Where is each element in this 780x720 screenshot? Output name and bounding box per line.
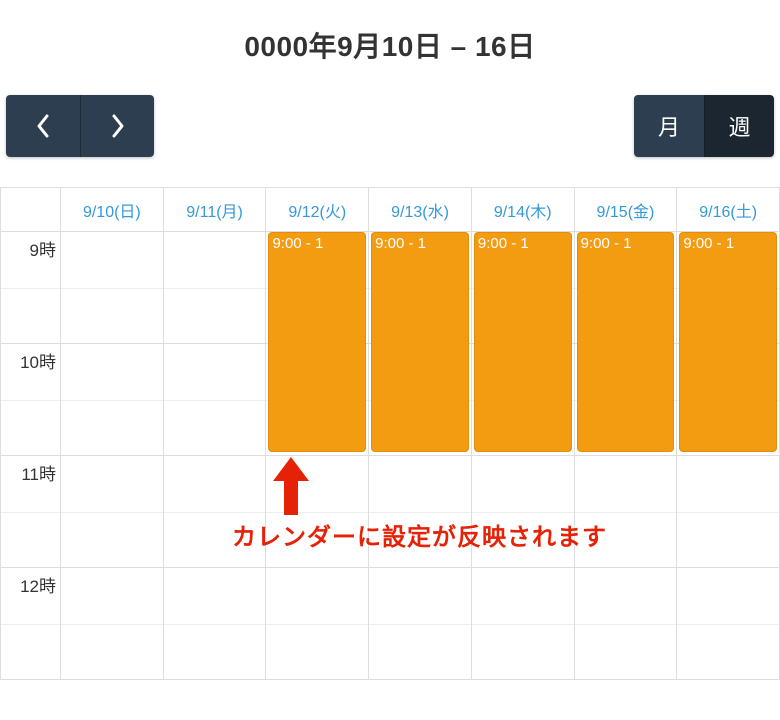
next-button[interactable] <box>80 95 154 157</box>
day-header[interactable]: 9/10(日) <box>60 188 163 232</box>
time-label: 11時 <box>1 456 60 568</box>
calendar-event[interactable]: 9:00 - 1 <box>268 232 366 452</box>
calendar-body: 9時 10時 11時 12時 9:00 - 1 9:00 - 1 9:00 - <box>0 232 779 680</box>
day-column[interactable]: 9:00 - 1 <box>574 232 677 680</box>
calendar-event[interactable]: 9:00 - 1 <box>577 232 675 452</box>
calendar-event[interactable]: 9:00 - 1 <box>371 232 469 452</box>
view-month-button[interactable]: 月 <box>634 95 704 157</box>
time-label: 9時 <box>1 232 60 344</box>
day-header[interactable]: 9/12(火) <box>265 188 368 232</box>
time-gutter: 9時 10時 11時 12時 <box>0 232 60 680</box>
view-toggle-group: 月 週 <box>634 95 774 157</box>
day-column[interactable]: 9:00 - 1 <box>676 232 779 680</box>
page-title: 0000年9月10日 – 16日 <box>0 0 780 95</box>
chevron-right-icon <box>110 113 126 139</box>
day-header[interactable]: 9/16(土) <box>676 188 779 232</box>
day-column[interactable]: 9:00 - 1 <box>368 232 471 680</box>
day-header[interactable]: 9/13(水) <box>368 188 471 232</box>
calendar-header-row: 9/10(日) 9/11(月) 9/12(火) 9/13(水) 9/14(木) … <box>0 188 779 232</box>
time-gutter-header <box>0 188 60 232</box>
chevron-left-icon <box>35 113 51 139</box>
day-header[interactable]: 9/14(木) <box>471 188 574 232</box>
prev-button[interactable] <box>6 95 80 157</box>
time-label: 12時 <box>1 568 60 680</box>
day-header[interactable]: 9/11(月) <box>163 188 266 232</box>
nav-button-group <box>6 95 154 157</box>
calendar-event[interactable]: 9:00 - 1 <box>474 232 572 452</box>
week-calendar: 9/10(日) 9/11(月) 9/12(火) 9/13(水) 9/14(木) … <box>0 187 780 680</box>
day-column[interactable] <box>60 232 163 680</box>
day-column[interactable]: 9:00 - 1 <box>265 232 368 680</box>
day-column[interactable] <box>163 232 266 680</box>
day-column[interactable]: 9:00 - 1 <box>471 232 574 680</box>
time-label: 10時 <box>1 344 60 456</box>
day-header[interactable]: 9/15(金) <box>574 188 677 232</box>
calendar-event[interactable]: 9:00 - 1 <box>679 232 777 452</box>
view-week-button[interactable]: 週 <box>704 95 774 157</box>
day-columns: 9:00 - 1 9:00 - 1 9:00 - 1 9:00 - 1 9:00… <box>60 232 779 680</box>
calendar-toolbar: 月 週 <box>0 95 780 187</box>
